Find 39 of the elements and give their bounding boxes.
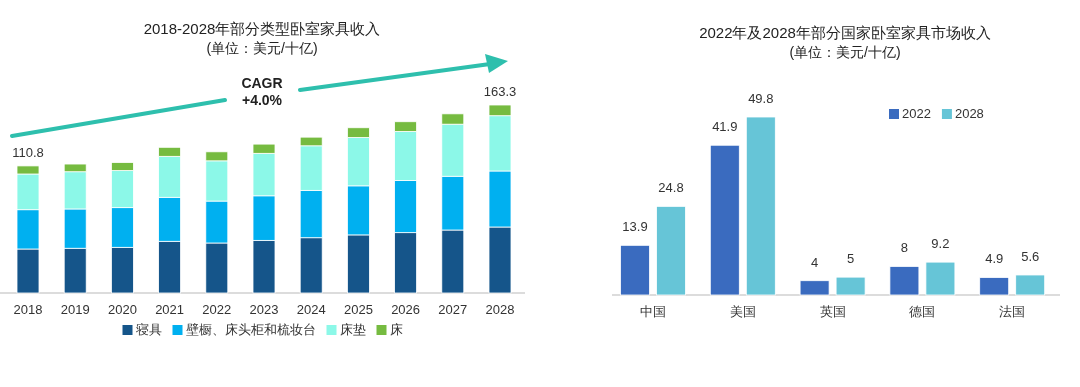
chart-subtitle: (单位：美元/十亿) bbox=[789, 44, 901, 60]
x-tick-label: 2028 bbox=[485, 302, 515, 317]
data-label: 41.9 bbox=[712, 119, 738, 135]
x-tick-label: 英国 bbox=[819, 304, 846, 319]
x-tick-label: 中国 bbox=[640, 304, 666, 319]
data-label: 13.9 bbox=[622, 219, 648, 235]
x-tick-label: 2020 bbox=[107, 302, 137, 317]
data-label: 5 bbox=[846, 251, 855, 267]
x-tick-label: 美国 bbox=[729, 304, 756, 319]
annotation: 163.3 bbox=[483, 84, 517, 99]
data-label: 4.9 bbox=[985, 251, 1004, 267]
annotation: CAGR +4.0% bbox=[241, 75, 283, 108]
legend-label: 壁橱、床头柜和梳妆台 bbox=[185, 322, 316, 337]
x-tick-label: 2026 bbox=[391, 302, 421, 317]
data-label: 5.6 bbox=[1021, 248, 1040, 264]
legend-label: 2028 bbox=[954, 106, 984, 121]
x-tick-label: 德国 bbox=[909, 304, 936, 319]
x-tick-label: 2023 bbox=[249, 302, 279, 317]
x-tick-label: 2019 bbox=[60, 302, 90, 317]
chart-title: 2022年及2028年部分国家卧室家具市场收入 bbox=[699, 24, 991, 41]
x-tick-label: 2018 bbox=[13, 302, 43, 317]
data-label: 24.8 bbox=[658, 180, 684, 196]
legend-label: 床垫 bbox=[339, 322, 366, 337]
x-tick-label: 2021 bbox=[155, 302, 185, 317]
annotation: 110.8 bbox=[12, 144, 44, 160]
chart-title: 2018-2028年部分类型卧室家具收入 bbox=[143, 20, 381, 37]
legend-label: 寝具 bbox=[135, 322, 162, 337]
chart-subtitle: (单位：美元/十亿) bbox=[206, 40, 318, 56]
x-tick-label: 2025 bbox=[343, 302, 373, 317]
x-tick-label: 法国 bbox=[999, 304, 1026, 319]
x-tick-label: 2022 bbox=[202, 302, 232, 317]
data-label: 49.8 bbox=[748, 91, 774, 106]
data-label: 4 bbox=[810, 254, 819, 270]
x-tick-label: 2024 bbox=[296, 302, 326, 317]
data-label: 9.2 bbox=[931, 236, 950, 252]
x-tick-label: 2027 bbox=[438, 302, 468, 317]
data-label: 8 bbox=[900, 240, 909, 256]
legend-label: 床 bbox=[389, 322, 403, 337]
legend-label: 2022 bbox=[902, 106, 931, 121]
